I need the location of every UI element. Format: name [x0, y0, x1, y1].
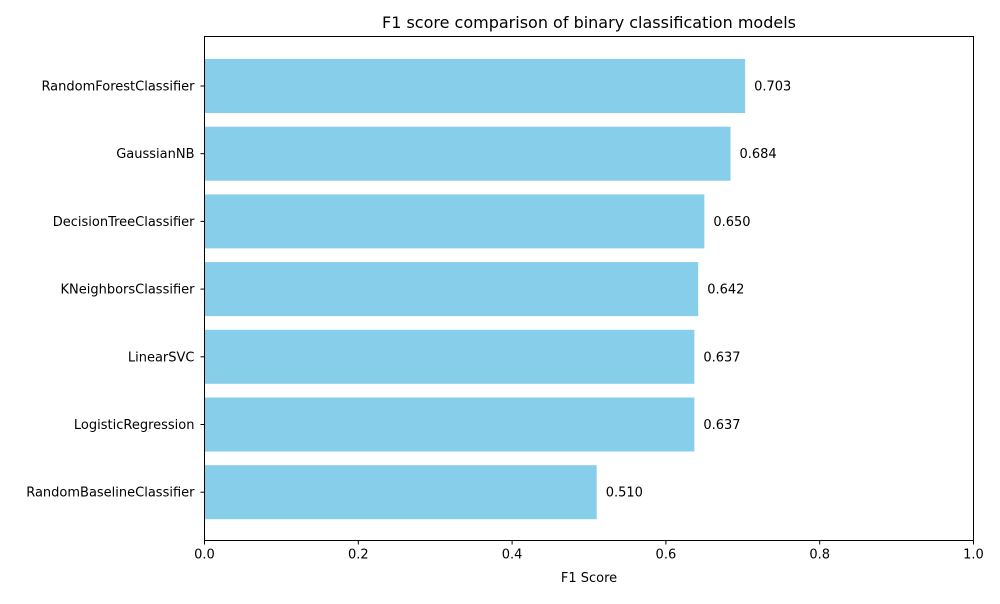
y-tick-label: KNeighborsClassifier	[60, 283, 195, 298]
y-tick-label: RandomBaselineClassifier	[26, 486, 195, 501]
bar-value-label: 0.684	[739, 147, 776, 162]
bar-LinearSVC	[204, 329, 695, 384]
bar-DecisionTreeClassifier	[204, 194, 705, 249]
x-tick-label: 0.6	[656, 548, 677, 563]
bar-RandomForestClassifier	[204, 59, 746, 113]
bar-value-label: 0.703	[754, 80, 791, 95]
x-axis-ticks: 0.0 0.2 0.4 0.6 0.8 1.0	[194, 540, 984, 563]
bar-GaussianNB	[204, 126, 731, 181]
x-tick-label: 0.8	[809, 548, 830, 563]
bar-KNeighborsClassifier	[204, 262, 699, 317]
bars-group: 0.703 0.684 0.650 0.642 0.637 0.637 0.510	[204, 59, 791, 520]
bar-RandomBaselineClassifier	[204, 465, 597, 520]
bar-value-label: 0.650	[713, 215, 750, 230]
bar-value-label: 0.510	[606, 486, 643, 501]
x-tick-label: 1.0	[963, 548, 984, 563]
chart-title: F1 score comparison of binary classifica…	[382, 13, 796, 32]
y-tick-label: DecisionTreeClassifier	[53, 215, 195, 230]
x-tick-label: 0.4	[502, 548, 523, 563]
bar-value-label: 0.642	[707, 283, 744, 298]
y-tick-label: LinearSVC	[128, 350, 195, 365]
x-tick-label: 0.2	[348, 548, 369, 563]
bar-LogisticRegression	[204, 397, 695, 452]
x-axis-label: F1 Score	[561, 571, 617, 586]
y-tick-label: LogisticRegression	[74, 418, 195, 433]
y-tick-label: GaussianNB	[116, 147, 194, 162]
x-tick-label: 0.0	[194, 548, 215, 563]
bar-value-label: 0.637	[703, 418, 740, 433]
y-axis-ticks: RandomForestClassifier GaussianNB Decision…	[26, 80, 205, 501]
bar-value-label: 0.637	[703, 350, 740, 365]
y-tick-label: RandomForestClassifier	[41, 80, 195, 95]
plot-frame	[204, 36, 974, 541]
